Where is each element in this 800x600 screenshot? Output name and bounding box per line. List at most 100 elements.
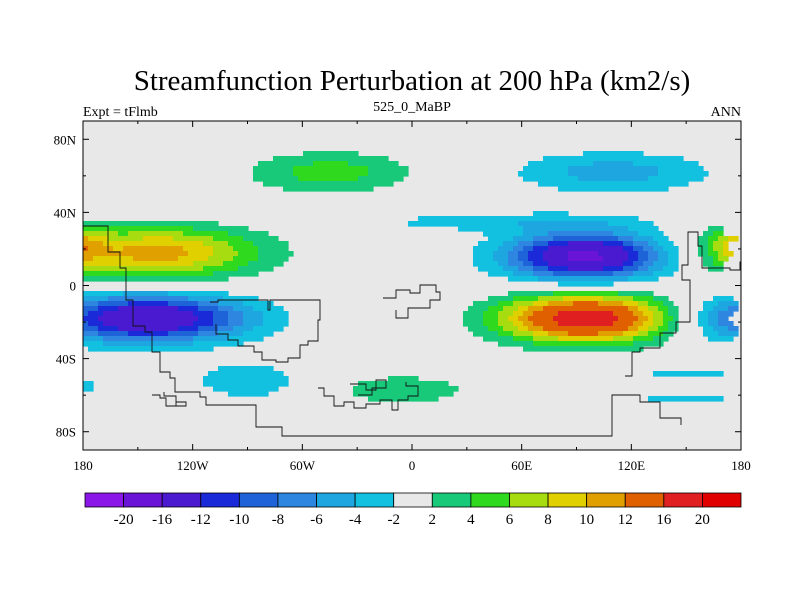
field-cell (503, 306, 519, 312)
field-cell (203, 266, 239, 272)
colorbar-swatch (161, 492, 202, 508)
x-tick-label: 60W (290, 458, 316, 473)
field-cell (88, 236, 109, 242)
colorbar-label: 20 (695, 512, 710, 528)
colorbar-swatch (84, 492, 124, 508)
field-cell (568, 166, 659, 172)
field-cell (698, 251, 709, 257)
field-cell (538, 181, 689, 187)
field-cell (648, 316, 654, 322)
field-cell (218, 301, 244, 307)
field-cell (628, 226, 659, 232)
field-cell (558, 281, 614, 287)
field-cell (613, 231, 639, 237)
field-cell (708, 321, 719, 327)
field-cell (498, 331, 514, 337)
field-cell (498, 261, 509, 267)
field-cell (543, 256, 569, 262)
field-cell (633, 321, 644, 327)
colorbar-label: -4 (349, 512, 362, 528)
field-cell (543, 306, 629, 312)
field-cell (113, 246, 124, 252)
field-cell (83, 381, 94, 387)
field-cell (618, 291, 654, 297)
field-cell (628, 326, 639, 332)
field-cell (633, 311, 644, 317)
field-cell (668, 321, 679, 327)
coastline-segment (210, 299, 321, 363)
field-cell (463, 321, 484, 327)
field-cell (118, 326, 179, 332)
field-cell (548, 231, 614, 237)
field-cell (483, 231, 524, 237)
field-cell (83, 236, 89, 242)
x-axis: 180 120W 60W 0 60E 120E 180 (73, 121, 751, 473)
field-cell (658, 256, 669, 262)
colorbar-label: -12 (191, 512, 211, 528)
field-cell (518, 316, 529, 322)
field-cell (83, 221, 219, 227)
field-cell (528, 251, 544, 257)
field-cell (628, 306, 639, 312)
field-cell (108, 296, 189, 302)
field-cell (223, 261, 249, 267)
field-cell (83, 341, 104, 347)
field-cell (628, 251, 639, 257)
field-cell (263, 181, 394, 187)
colorbar-label: 2 (429, 512, 437, 528)
field-cell (698, 246, 709, 252)
field-cell (548, 261, 624, 267)
field-cell (83, 261, 194, 267)
field-cell (643, 246, 654, 252)
field-cell (548, 266, 569, 272)
field-cell (663, 331, 674, 337)
field-cell (213, 251, 239, 257)
colorbar-swatch (547, 492, 588, 508)
field-cell (498, 321, 514, 327)
field-cell (468, 326, 489, 332)
run-label: 525_0_MaBP (373, 100, 451, 115)
field-cell (213, 236, 244, 242)
field-cell (83, 266, 204, 272)
field-cell (128, 331, 169, 337)
colorbar-label: -20 (114, 512, 134, 528)
field-cell (668, 326, 679, 332)
field-cell (233, 246, 259, 252)
field-cell (663, 311, 669, 317)
field-cell (668, 261, 679, 267)
field-cell (498, 316, 509, 322)
field-cell (573, 301, 599, 307)
field-cell (648, 256, 659, 262)
coastline-segment (625, 231, 742, 377)
field-cell (103, 341, 194, 347)
field-cell (708, 246, 714, 252)
coastline-segment (152, 392, 187, 407)
field-cell (473, 246, 499, 252)
field-cell (198, 316, 214, 322)
field-cell (638, 306, 649, 312)
field-cell (508, 261, 524, 267)
field-cell (83, 306, 99, 312)
field-cell (203, 241, 229, 247)
coastline-segment (350, 379, 387, 396)
field-cell (88, 246, 114, 252)
field-cell (213, 316, 229, 322)
field-cell (718, 311, 734, 317)
field-cell (518, 221, 609, 227)
field-cell (258, 256, 289, 262)
field-cell (653, 236, 669, 242)
colorbar-label: 16 (656, 512, 672, 528)
field-cell (653, 316, 664, 322)
field-cell (718, 256, 729, 262)
field-cell (708, 226, 724, 232)
field-cell (253, 176, 299, 182)
colorbar-label: 4 (467, 512, 475, 528)
field-cell (543, 326, 629, 332)
field-cell (228, 311, 244, 317)
field-cell (368, 396, 439, 402)
field-cell (228, 336, 264, 342)
field-cell (548, 246, 624, 252)
field-cell (663, 316, 674, 322)
y-tick-label: 40N (54, 205, 77, 220)
field-cell (633, 296, 654, 302)
